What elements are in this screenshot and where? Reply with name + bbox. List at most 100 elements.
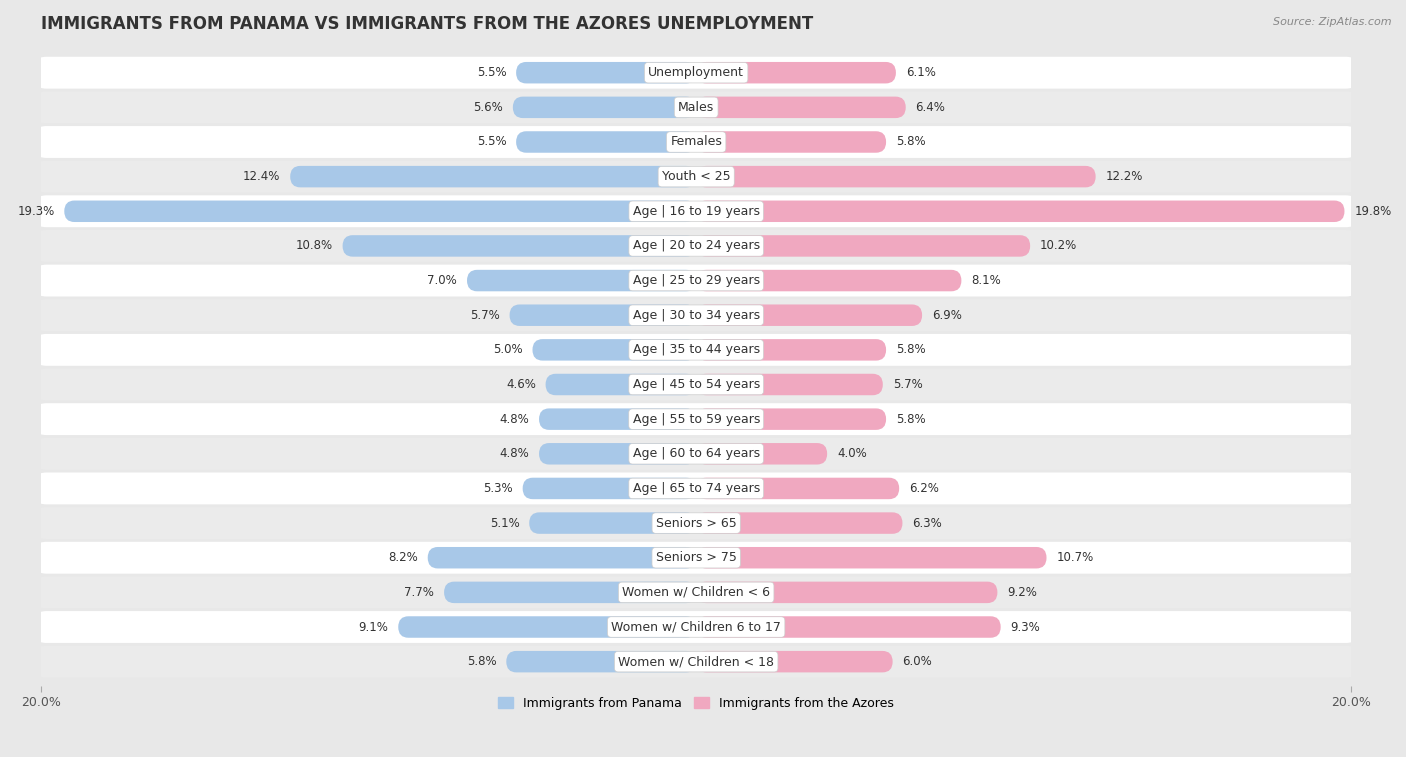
- Text: 9.2%: 9.2%: [1007, 586, 1038, 599]
- FancyBboxPatch shape: [696, 166, 1095, 188]
- Text: Age | 65 to 74 years: Age | 65 to 74 years: [633, 482, 759, 495]
- FancyBboxPatch shape: [546, 374, 696, 395]
- FancyBboxPatch shape: [696, 478, 900, 499]
- Text: 6.1%: 6.1%: [905, 66, 935, 79]
- FancyBboxPatch shape: [696, 304, 922, 326]
- Text: 4.0%: 4.0%: [837, 447, 866, 460]
- Text: 5.8%: 5.8%: [896, 413, 925, 425]
- FancyBboxPatch shape: [516, 62, 696, 83]
- FancyBboxPatch shape: [31, 230, 1361, 262]
- FancyBboxPatch shape: [696, 512, 903, 534]
- FancyBboxPatch shape: [444, 581, 696, 603]
- FancyBboxPatch shape: [467, 269, 696, 291]
- FancyBboxPatch shape: [696, 269, 962, 291]
- Text: 4.6%: 4.6%: [506, 378, 536, 391]
- FancyBboxPatch shape: [31, 160, 1361, 192]
- FancyBboxPatch shape: [31, 576, 1361, 609]
- FancyBboxPatch shape: [696, 97, 905, 118]
- FancyBboxPatch shape: [31, 334, 1361, 366]
- FancyBboxPatch shape: [343, 235, 696, 257]
- Text: 5.1%: 5.1%: [489, 516, 519, 530]
- Text: 12.4%: 12.4%: [243, 170, 280, 183]
- FancyBboxPatch shape: [31, 57, 1361, 89]
- Text: 8.2%: 8.2%: [388, 551, 418, 564]
- FancyBboxPatch shape: [529, 512, 696, 534]
- Text: 19.8%: 19.8%: [1354, 205, 1392, 218]
- Text: 9.1%: 9.1%: [359, 621, 388, 634]
- FancyBboxPatch shape: [31, 299, 1361, 331]
- Text: 5.8%: 5.8%: [467, 655, 496, 668]
- FancyBboxPatch shape: [31, 369, 1361, 400]
- Text: Women w/ Children < 18: Women w/ Children < 18: [619, 655, 775, 668]
- Text: Age | 30 to 34 years: Age | 30 to 34 years: [633, 309, 759, 322]
- Text: 5.5%: 5.5%: [477, 136, 506, 148]
- Text: Age | 60 to 64 years: Age | 60 to 64 years: [633, 447, 759, 460]
- FancyBboxPatch shape: [696, 374, 883, 395]
- FancyBboxPatch shape: [538, 443, 696, 465]
- Text: 6.0%: 6.0%: [903, 655, 932, 668]
- FancyBboxPatch shape: [696, 131, 886, 153]
- FancyBboxPatch shape: [31, 542, 1361, 574]
- Text: Women w/ Children < 6: Women w/ Children < 6: [623, 586, 770, 599]
- Text: Males: Males: [678, 101, 714, 114]
- Text: Unemployment: Unemployment: [648, 66, 744, 79]
- FancyBboxPatch shape: [696, 547, 1046, 569]
- FancyBboxPatch shape: [506, 651, 696, 672]
- Text: Age | 20 to 24 years: Age | 20 to 24 years: [633, 239, 759, 252]
- FancyBboxPatch shape: [696, 339, 886, 360]
- Text: 6.4%: 6.4%: [915, 101, 945, 114]
- FancyBboxPatch shape: [31, 646, 1361, 678]
- Text: 12.2%: 12.2%: [1105, 170, 1143, 183]
- FancyBboxPatch shape: [31, 403, 1361, 435]
- Text: Females: Females: [671, 136, 723, 148]
- Text: Seniors > 75: Seniors > 75: [655, 551, 737, 564]
- FancyBboxPatch shape: [427, 547, 696, 569]
- Text: 7.7%: 7.7%: [405, 586, 434, 599]
- FancyBboxPatch shape: [31, 92, 1361, 123]
- Text: Seniors > 65: Seniors > 65: [655, 516, 737, 530]
- Text: 5.7%: 5.7%: [893, 378, 922, 391]
- FancyBboxPatch shape: [509, 304, 696, 326]
- Text: 19.3%: 19.3%: [17, 205, 55, 218]
- Text: 6.3%: 6.3%: [912, 516, 942, 530]
- Legend: Immigrants from Panama, Immigrants from the Azores: Immigrants from Panama, Immigrants from …: [494, 692, 900, 715]
- FancyBboxPatch shape: [696, 62, 896, 83]
- FancyBboxPatch shape: [31, 126, 1361, 158]
- Text: Source: ZipAtlas.com: Source: ZipAtlas.com: [1274, 17, 1392, 26]
- Text: 9.3%: 9.3%: [1011, 621, 1040, 634]
- Text: Age | 16 to 19 years: Age | 16 to 19 years: [633, 205, 759, 218]
- FancyBboxPatch shape: [516, 131, 696, 153]
- Text: 5.7%: 5.7%: [470, 309, 499, 322]
- FancyBboxPatch shape: [538, 409, 696, 430]
- Text: 10.8%: 10.8%: [295, 239, 333, 252]
- Text: Age | 45 to 54 years: Age | 45 to 54 years: [633, 378, 759, 391]
- Text: 6.2%: 6.2%: [910, 482, 939, 495]
- FancyBboxPatch shape: [696, 651, 893, 672]
- Text: Age | 35 to 44 years: Age | 35 to 44 years: [633, 344, 759, 357]
- Text: 5.8%: 5.8%: [896, 344, 925, 357]
- FancyBboxPatch shape: [696, 235, 1031, 257]
- FancyBboxPatch shape: [696, 443, 827, 465]
- Text: 6.9%: 6.9%: [932, 309, 962, 322]
- FancyBboxPatch shape: [65, 201, 696, 222]
- Text: 10.7%: 10.7%: [1056, 551, 1094, 564]
- Text: 5.0%: 5.0%: [494, 344, 523, 357]
- FancyBboxPatch shape: [31, 195, 1361, 227]
- FancyBboxPatch shape: [513, 97, 696, 118]
- FancyBboxPatch shape: [533, 339, 696, 360]
- FancyBboxPatch shape: [696, 616, 1001, 637]
- FancyBboxPatch shape: [696, 581, 997, 603]
- FancyBboxPatch shape: [696, 201, 1344, 222]
- FancyBboxPatch shape: [31, 472, 1361, 504]
- FancyBboxPatch shape: [290, 166, 696, 188]
- Text: 10.2%: 10.2%: [1040, 239, 1077, 252]
- Text: 7.0%: 7.0%: [427, 274, 457, 287]
- Text: 5.6%: 5.6%: [474, 101, 503, 114]
- Text: Age | 55 to 59 years: Age | 55 to 59 years: [633, 413, 759, 425]
- FancyBboxPatch shape: [31, 438, 1361, 470]
- Text: Age | 25 to 29 years: Age | 25 to 29 years: [633, 274, 759, 287]
- FancyBboxPatch shape: [31, 507, 1361, 539]
- FancyBboxPatch shape: [696, 409, 886, 430]
- Text: IMMIGRANTS FROM PANAMA VS IMMIGRANTS FROM THE AZORES UNEMPLOYMENT: IMMIGRANTS FROM PANAMA VS IMMIGRANTS FRO…: [41, 15, 814, 33]
- FancyBboxPatch shape: [398, 616, 696, 637]
